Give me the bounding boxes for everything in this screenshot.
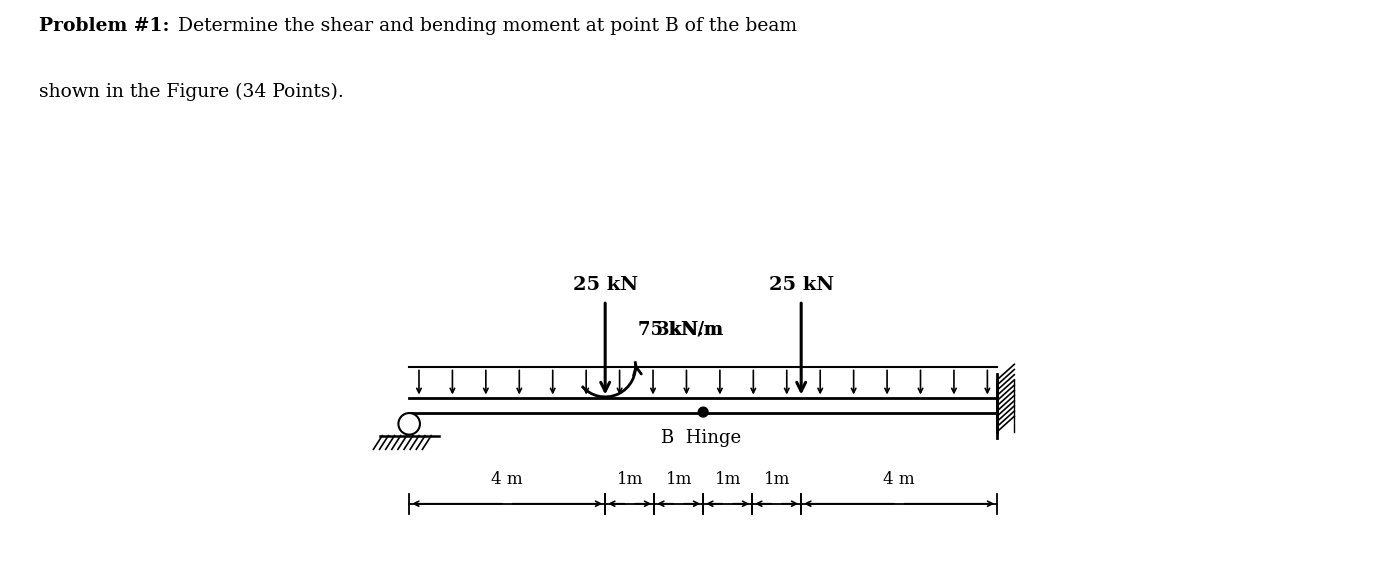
- Text: 4 m: 4 m: [491, 471, 523, 488]
- Text: 4 m: 4 m: [884, 471, 916, 488]
- Circle shape: [698, 407, 707, 417]
- Text: Determine the shear and bending moment at point B of the beam: Determine the shear and bending moment a…: [172, 17, 797, 35]
- Text: 25 kN: 25 kN: [769, 277, 833, 294]
- Text: 3kN/m: 3kN/m: [657, 321, 724, 339]
- Text: Problem #1:: Problem #1:: [39, 17, 169, 35]
- Circle shape: [398, 413, 419, 435]
- Text: 1m: 1m: [617, 471, 643, 488]
- Bar: [410, 398, 997, 413]
- Text: 1m: 1m: [714, 471, 741, 488]
- Text: 1m: 1m: [665, 471, 692, 488]
- Text: 1m: 1m: [763, 471, 790, 488]
- Text: 75 kN.m: 75 kN.m: [639, 321, 723, 339]
- Text: shown in the Figure (34 Points).: shown in the Figure (34 Points).: [39, 83, 344, 102]
- Text: 25 kN: 25 kN: [573, 277, 637, 294]
- Text: B  Hinge: B Hinge: [661, 429, 741, 447]
